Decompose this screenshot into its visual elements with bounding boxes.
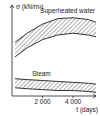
x-tick-label: 4 000	[65, 98, 82, 105]
band-upper	[15, 79, 96, 84]
band-upper	[15, 18, 96, 43]
x-arrow	[93, 94, 96, 98]
chart: 2 000 4 000 Superheated water Steam σ (kN/m²…	[0, 0, 100, 116]
series-label: Superheated water	[40, 7, 96, 15]
band-lower	[15, 88, 96, 93]
y-axis-label: σ (kN/m²)	[16, 3, 43, 11]
band-fill	[15, 79, 96, 93]
y-arrow	[10, 5, 14, 8]
x-axis-label: t (days)	[76, 106, 98, 114]
band-fill	[15, 18, 96, 57]
series-label: Steam	[32, 70, 51, 77]
x-axis	[12, 96, 96, 97]
plot-area	[15, 18, 96, 93]
band-lower	[15, 33, 96, 57]
x-tick-label: 2 000	[34, 98, 51, 105]
y-axis	[12, 5, 13, 96]
